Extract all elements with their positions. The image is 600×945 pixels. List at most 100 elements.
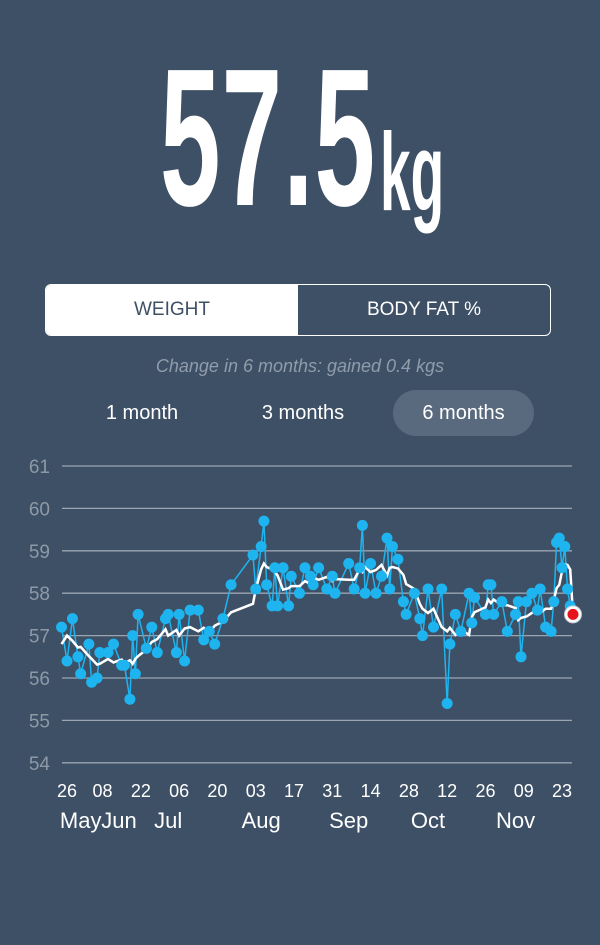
weight-point: [397, 596, 409, 608]
y-tick-label: 56: [29, 669, 50, 690]
month-label: Aug: [242, 808, 281, 833]
y-tick-label: 61: [29, 457, 50, 478]
weight-point: [209, 638, 221, 650]
weight-point: [107, 638, 119, 650]
weight-point: [455, 625, 467, 637]
range-3-months[interactable]: 3 months: [261, 401, 345, 424]
weight-point: [255, 541, 267, 553]
weight-point: [225, 579, 237, 591]
weight-point: [129, 668, 141, 680]
y-tick-label: 59: [29, 542, 50, 563]
weight-point: [304, 570, 316, 582]
weight-point: [400, 608, 412, 620]
weight-point: [124, 693, 136, 705]
x-tick-label: 17: [284, 781, 304, 801]
x-tick-label: 09: [514, 781, 534, 801]
y-tick-label: 57: [29, 627, 50, 648]
weight-point: [307, 579, 319, 591]
x-tick-label: 28: [399, 781, 419, 801]
weight-point: [173, 608, 185, 620]
x-tick-label: 14: [361, 781, 381, 801]
x-tick-label: 26: [475, 781, 495, 801]
metric-toggle: WEIGHT BODY FAT %: [45, 284, 551, 336]
weight-point: [427, 621, 439, 633]
change-summary: Change in 6 months: gained 0.4 kgs: [155, 356, 445, 376]
weight-point: [329, 587, 341, 599]
x-tick-label: 03: [246, 781, 266, 801]
weight-point: [520, 596, 532, 608]
weight-point: [354, 562, 366, 574]
weight-point: [556, 562, 568, 574]
month-label: May: [60, 808, 102, 833]
weight-point: [293, 587, 305, 599]
weight-point: [269, 562, 281, 574]
weight-point: [146, 621, 158, 633]
month-label: Sep: [329, 808, 368, 833]
weight-point: [250, 583, 262, 595]
latest-point: [567, 608, 579, 620]
weight-point: [83, 638, 95, 650]
range-1-month[interactable]: 1 month: [105, 401, 179, 424]
weight-point: [526, 587, 538, 599]
weight-point: [510, 608, 522, 620]
weight-point: [217, 613, 229, 625]
weight-point: [132, 608, 144, 620]
y-tick-label: 54: [29, 754, 51, 775]
current-weight-value: 57.5: [160, 28, 377, 247]
weight-point: [151, 647, 163, 659]
weight-point: [326, 570, 338, 582]
weight-point: [102, 647, 114, 659]
weight-point: [559, 541, 571, 553]
weight-point: [198, 634, 210, 646]
x-tick-label: 31: [322, 781, 342, 801]
tab-weight[interactable]: WEIGHT: [46, 285, 298, 335]
weight-point: [277, 562, 289, 574]
x-tick-label: 22: [131, 781, 151, 801]
weight-point: [299, 562, 311, 574]
weight-point: [370, 587, 382, 599]
weight-point: [436, 583, 448, 595]
weight-point: [479, 608, 491, 620]
x-tick-label: 23: [552, 781, 572, 801]
weight-point: [376, 570, 388, 582]
weight-point: [75, 668, 87, 680]
weight-point: [258, 515, 270, 527]
weight-point: [203, 625, 215, 637]
tab-body-fat[interactable]: BODY FAT %: [366, 299, 482, 320]
weight-point: [496, 596, 508, 608]
x-tick-label: 20: [207, 781, 227, 801]
weight-point: [170, 647, 182, 659]
weight-point: [488, 608, 500, 620]
weight-point: [184, 604, 196, 616]
weight-point: [444, 638, 456, 650]
weight-point: [261, 579, 273, 591]
weight-point: [272, 600, 284, 612]
weight-point: [61, 655, 73, 667]
y-tick-label: 55: [29, 711, 50, 732]
weight-point: [386, 541, 398, 553]
weight-point: [485, 579, 497, 591]
weight-point: [512, 596, 524, 608]
range-6-months[interactable]: 6 months: [393, 390, 534, 436]
x-tick-label: 12: [437, 781, 457, 801]
month-label: Jul: [154, 808, 182, 833]
weight-point: [562, 583, 574, 595]
weight-point: [192, 604, 204, 616]
weight-point: [384, 583, 396, 595]
weight-point: [285, 570, 297, 582]
weight-series-line: [60, 521, 571, 704]
weight-point: [321, 583, 333, 595]
weight-point: [343, 558, 355, 570]
weight-point: [359, 587, 371, 599]
weight-point: [72, 651, 84, 663]
weight-point: [348, 583, 360, 595]
weight-point: [118, 659, 130, 671]
weight-point: [414, 613, 426, 625]
weight-point: [162, 608, 174, 620]
weight-point: [408, 587, 420, 599]
x-tick-label: 08: [93, 781, 113, 801]
weight-point: [501, 625, 513, 637]
weight-point: [381, 532, 393, 544]
weight-point: [127, 630, 139, 642]
